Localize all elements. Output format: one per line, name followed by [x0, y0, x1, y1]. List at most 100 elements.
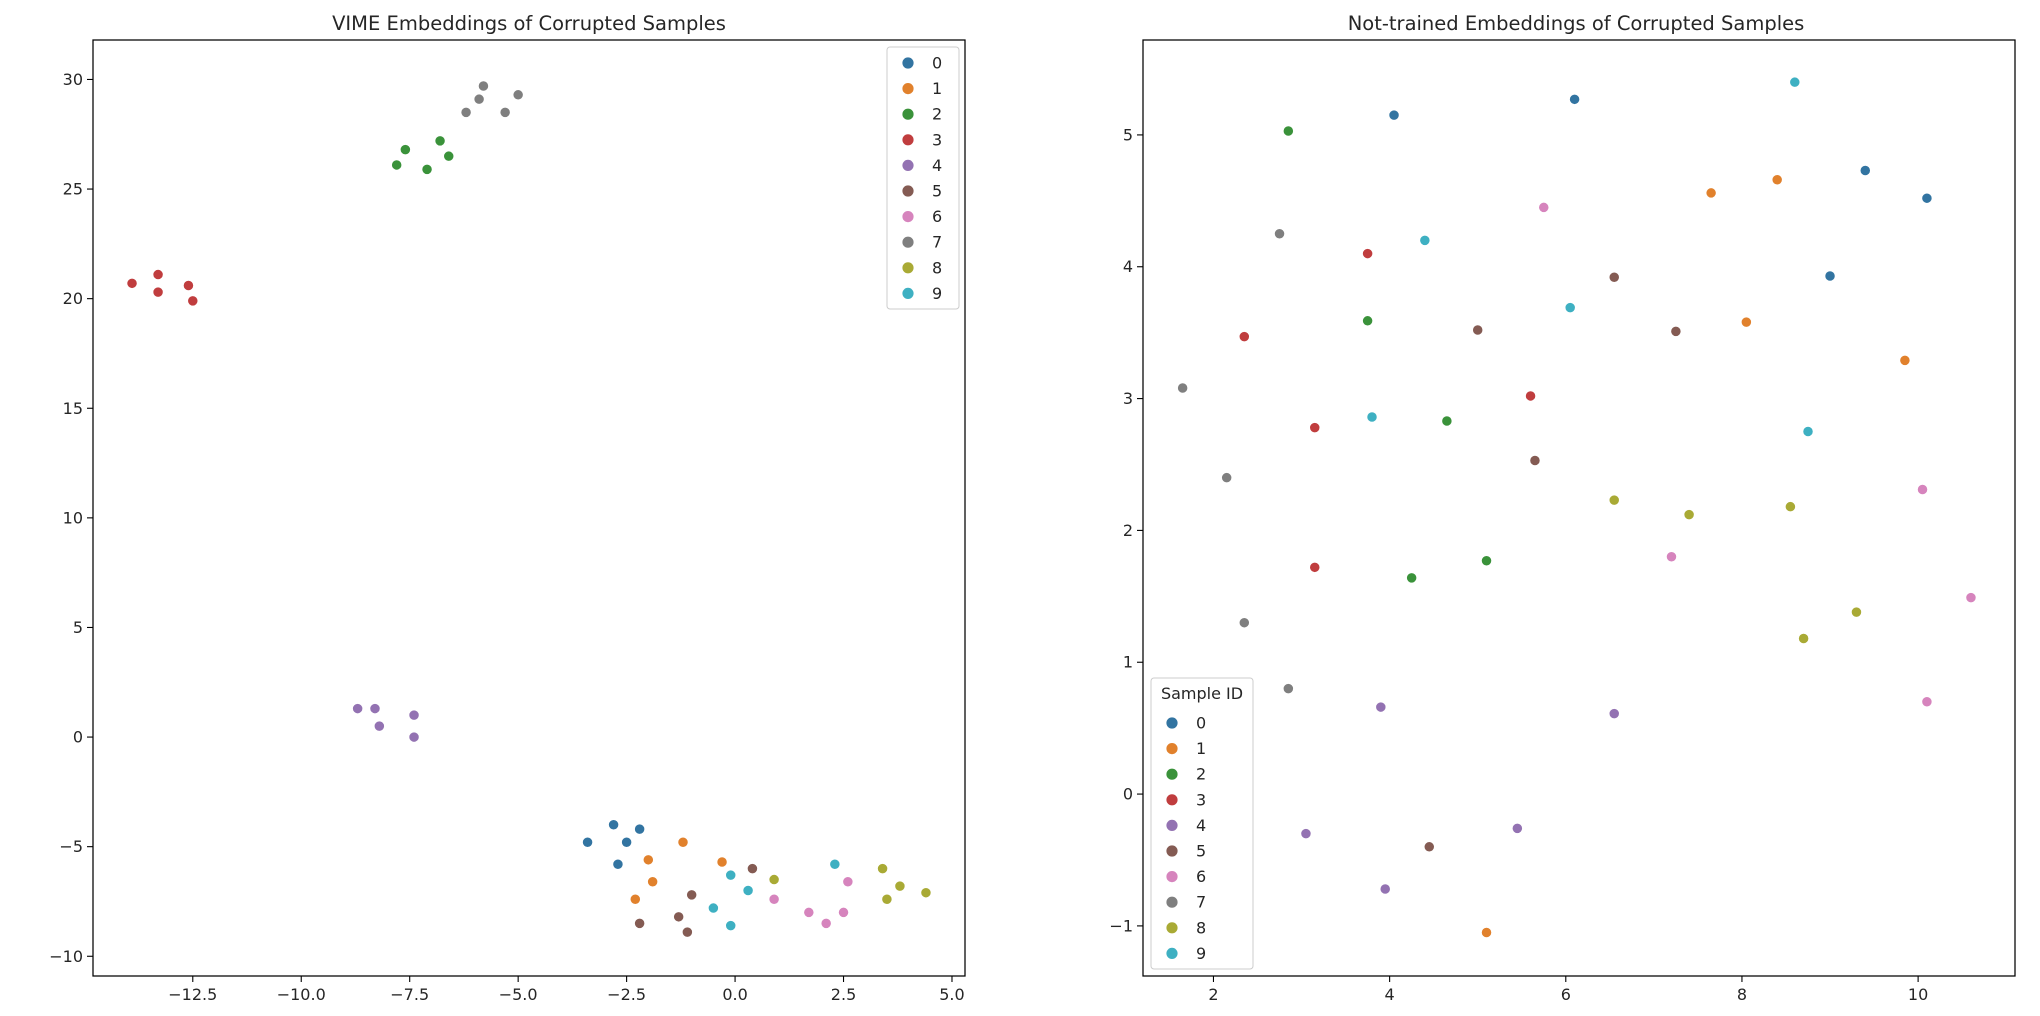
data-point-series-5: [1608, 271, 1620, 283]
y-tick-label: 5: [73, 618, 83, 637]
data-point-series-5: [1670, 325, 1682, 337]
data-point-series-8: [768, 873, 780, 886]
data-point-series-7: [512, 89, 524, 101]
data-point-series-5: [1472, 324, 1484, 336]
data-point-series-2: [399, 143, 412, 156]
data-point-series-7: [1238, 617, 1250, 629]
data-point-series-4: [408, 731, 420, 743]
legend-label: 7: [1196, 893, 1206, 912]
data-point-series-2: [421, 163, 433, 175]
data-points: [126, 80, 932, 938]
data-point-series-0: [581, 836, 594, 848]
data-point-series-9: [1419, 234, 1431, 247]
data-point-series-4: [408, 709, 420, 721]
y-tick-label: 25: [63, 180, 83, 199]
data-point-series-0: [1921, 192, 1933, 204]
data-point-series-6: [820, 917, 832, 930]
data-point-series-5: [673, 911, 685, 923]
data-point-series-5: [1423, 841, 1435, 853]
x-tick-label: 10: [1908, 985, 1928, 1004]
x-tick-label: 8: [1737, 985, 1747, 1004]
data-point-series-4: [1608, 708, 1620, 720]
data-point-series-0: [607, 819, 620, 831]
axes: −12.5 −10.0 −7.5 −5.0 −2.5 0.0 2.5 5.0 −10 −5 0 5 10…: [49, 70, 964, 1004]
data-point-series-2: [443, 150, 455, 162]
data-point-series-7: [460, 106, 472, 118]
legend-marker: [1165, 793, 1179, 807]
data-point-series-9: [707, 902, 720, 914]
data-point-series-4: [1375, 701, 1387, 713]
data-point-series-6: [842, 876, 854, 888]
legend-label: 6: [932, 207, 942, 226]
data-point-series-1: [1740, 316, 1753, 328]
legend-label: 6: [1196, 867, 1206, 886]
legend-marker: [1165, 742, 1179, 755]
x-tick-label: 4: [1385, 985, 1395, 1004]
x-tick-label: −2.5: [607, 985, 646, 1004]
legend-box: [886, 46, 960, 310]
y-tick-label: 0: [73, 728, 83, 747]
legend-marker: [901, 56, 915, 70]
data-point-series-0: [1824, 270, 1836, 282]
y-tick-label: 10: [63, 508, 83, 527]
data-point-series-7: [477, 80, 490, 92]
data-point-series-1: [642, 854, 654, 866]
data-point-series-5: [633, 917, 646, 930]
y-tick-label: 30: [63, 70, 83, 89]
data-point-series-9: [829, 858, 841, 870]
legend-label: 4: [932, 156, 942, 175]
y-tick-label: 20: [63, 289, 83, 308]
data-point-series-7: [1282, 682, 1294, 695]
data-point-series-8: [1797, 632, 1810, 645]
data-point-series-1: [629, 893, 641, 905]
data-point-series-3: [152, 286, 164, 298]
data-point-series-4: [351, 702, 364, 715]
legend-marker: [901, 210, 915, 224]
legend-label: 3: [1196, 790, 1206, 809]
data-point-series-1: [677, 836, 689, 848]
legend-marker: [1165, 895, 1179, 909]
data-point-series-4: [1511, 822, 1523, 834]
y-tick-label: −5: [59, 837, 83, 856]
data-point-series-9: [742, 884, 754, 897]
plot-area: [92, 39, 966, 977]
data-point-series-8: [881, 893, 893, 905]
data-point-series-6: [1665, 551, 1678, 563]
data-point-series-5: [1529, 454, 1541, 467]
data-point-series-7: [1176, 382, 1189, 394]
data-point-series-6: [1965, 591, 1977, 604]
legend-marker: [901, 184, 915, 198]
data-point-series-4: [373, 720, 385, 732]
legend-label: 0: [932, 54, 942, 73]
data-point-series-8: [920, 887, 932, 899]
legend-label: 2: [932, 105, 942, 124]
legend: 0 1 2 3 4 5 6 7 8 9: [886, 46, 960, 310]
legend-label: 8: [1196, 918, 1206, 937]
data-point-series-4: [1300, 827, 1312, 840]
data-point-series-1: [1771, 174, 1783, 186]
data-point-series-2: [434, 135, 446, 147]
x-tick-label: −7.5: [390, 985, 429, 1004]
data-point-series-5: [681, 926, 693, 938]
data-point-series-4: [369, 702, 381, 715]
data-point-series-0: [1388, 109, 1400, 121]
legend-marker: [901, 235, 915, 249]
y-tick-label: 0: [1123, 785, 1133, 804]
legend-label: 9: [1196, 944, 1206, 963]
data-points: [1176, 76, 1977, 939]
legend: Sample ID 0 1 2 3 4 5 6 7 8 9: [1150, 677, 1254, 970]
legend-label: 1: [932, 79, 942, 98]
y-tick-label: −10: [49, 947, 83, 966]
data-point-series-1: [646, 876, 659, 888]
data-point-series-1: [1705, 187, 1717, 199]
x-tick-label: −12.5: [168, 985, 217, 1004]
chart-title: Not-trained Embeddings of Corrupted Samp…: [1348, 12, 1805, 35]
data-point-series-2: [1480, 555, 1493, 567]
legend-label: 7: [932, 233, 942, 252]
data-point-series-9: [1802, 425, 1814, 438]
data-point-series-5: [686, 889, 698, 901]
legend-marker: [901, 82, 915, 95]
x-tick-label: 2.5: [831, 985, 856, 1004]
legend-marker: [1165, 844, 1179, 858]
